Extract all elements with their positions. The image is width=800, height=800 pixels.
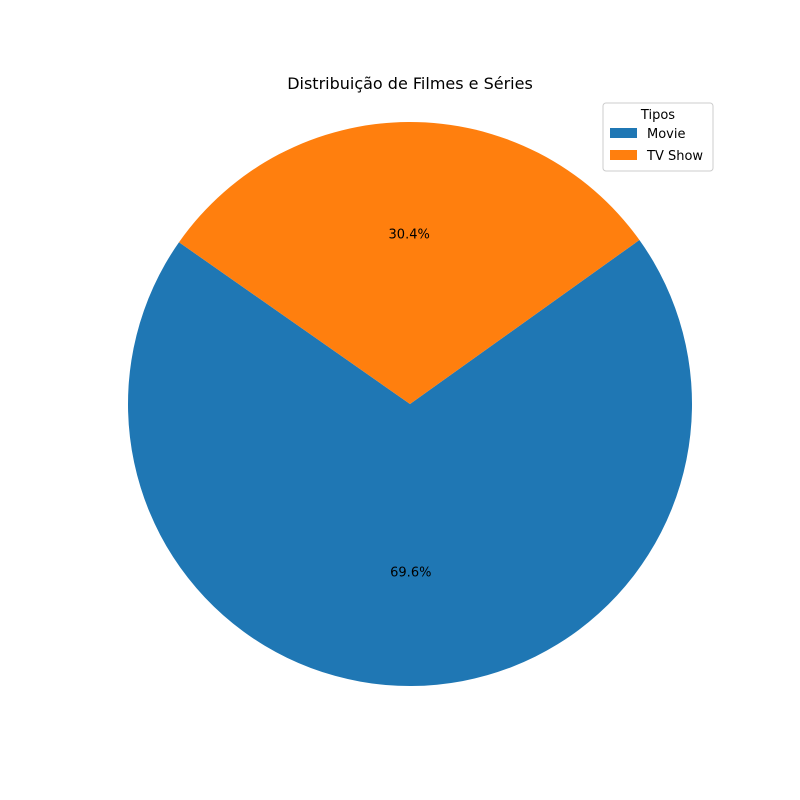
pie-slice-movie — [128, 240, 693, 686]
pie-percentage-labels: 69.6% 30.4% — [389, 227, 432, 580]
legend-title: Tipos — [640, 108, 675, 123]
legend-items: Movie TV Show — [610, 127, 703, 164]
legend: Tipos Movie TV Show — [602, 102, 714, 172]
legend-label-tv-show: TV Show — [646, 149, 703, 164]
legend-label-movie: Movie — [647, 127, 685, 142]
pie-slices — [128, 121, 693, 686]
chart-title: Distribuição de Filmes e Séries — [287, 74, 533, 93]
pie-slice-tv-show — [179, 121, 640, 405]
legend-swatch-tv-show — [610, 150, 637, 160]
pie-label-movie: 69.6% — [390, 566, 431, 581]
legend-swatch-movie — [610, 128, 637, 138]
pie-label-tv-show: 30.4% — [389, 227, 430, 242]
